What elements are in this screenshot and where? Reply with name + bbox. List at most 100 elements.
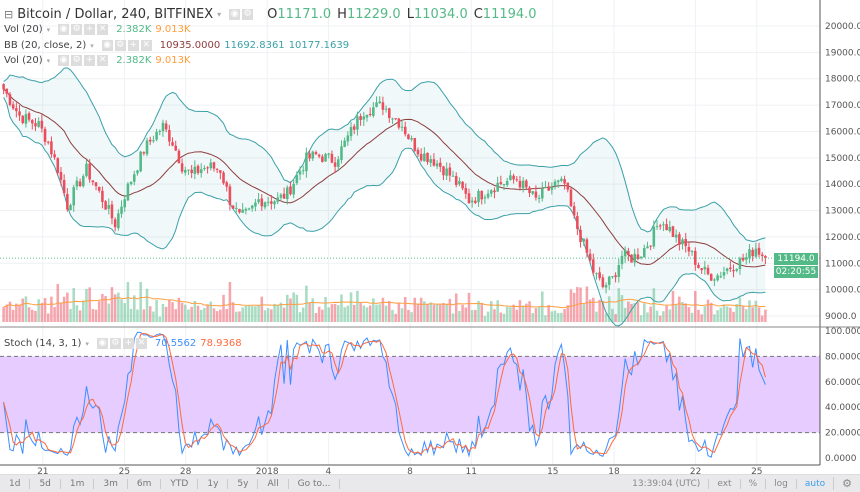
candle xyxy=(21,115,24,123)
candle xyxy=(333,162,337,167)
candle xyxy=(474,200,477,203)
chart-canvas[interactable]: 20000.0 19000.0 18000.0 17000.0 16000.0 15000… xyxy=(0,0,860,474)
plus-icon[interactable]: + xyxy=(122,338,134,349)
gear-icon[interactable]: ⚙ xyxy=(71,24,83,35)
range-button-6m[interactable]: 6m xyxy=(128,478,162,489)
range-button-5y[interactable]: 5y xyxy=(228,478,259,489)
volume-bar xyxy=(85,288,88,322)
volume-bar xyxy=(219,309,222,322)
range-button-ytd[interactable]: YTD xyxy=(161,478,199,489)
percent-toggle[interactable]: % xyxy=(739,478,766,489)
volume-bar xyxy=(607,296,611,322)
range-button-1m[interactable]: 1m xyxy=(61,478,95,489)
candle xyxy=(123,199,126,208)
eye-icon[interactable]: ◉ xyxy=(58,24,70,35)
candle xyxy=(50,141,53,155)
candle xyxy=(82,176,85,187)
volume-bar xyxy=(82,300,85,322)
volume-bar xyxy=(75,305,79,322)
volume-bar xyxy=(623,307,627,322)
gear-icon[interactable]: ⚙ xyxy=(242,9,254,20)
volume-bar xyxy=(356,290,359,322)
eye-icon[interactable]: ◉ xyxy=(96,338,108,349)
candle xyxy=(598,272,601,279)
eye-icon[interactable]: ◉ xyxy=(229,9,241,20)
eye-icon[interactable]: ◉ xyxy=(101,40,113,51)
volume-bar xyxy=(604,313,608,322)
volume-bar xyxy=(171,302,174,322)
auto-toggle[interactable]: auto xyxy=(795,478,833,489)
volume-bar xyxy=(490,301,493,322)
range-button-goto[interactable]: Go to... xyxy=(289,478,341,489)
candle xyxy=(588,253,592,261)
eye-icon[interactable]: ◉ xyxy=(58,55,70,66)
gear-icon[interactable]: ⚙ xyxy=(71,55,83,66)
volume-bar xyxy=(113,294,117,322)
close-icon[interactable]: ✕ xyxy=(97,24,109,35)
settings-gear-icon[interactable]: ⚙ xyxy=(833,477,860,490)
candle xyxy=(187,169,190,171)
volume-bar xyxy=(461,304,464,322)
candle xyxy=(53,154,56,158)
candle xyxy=(614,275,617,278)
volume-bar xyxy=(273,303,276,322)
candle xyxy=(678,234,681,245)
candle xyxy=(432,159,436,166)
candle xyxy=(222,172,225,184)
price-tick-label: 12000.0 xyxy=(825,233,860,243)
candle xyxy=(582,238,585,242)
volume-bar xyxy=(11,309,15,322)
plus-icon[interactable]: + xyxy=(127,40,139,51)
candle xyxy=(120,206,123,214)
volume-bar xyxy=(152,311,155,322)
range-button-5d[interactable]: 5d xyxy=(30,478,61,489)
candle xyxy=(611,276,614,278)
volume-bar xyxy=(547,305,550,322)
candle xyxy=(563,179,566,184)
candle xyxy=(732,270,735,272)
candle xyxy=(104,201,107,210)
volume-bar xyxy=(757,307,761,322)
close-icon[interactable]: ✕ xyxy=(97,55,109,66)
candle xyxy=(78,181,82,187)
candle xyxy=(681,239,684,245)
plus-icon[interactable]: + xyxy=(84,24,96,35)
candle xyxy=(152,140,155,142)
volume-bar xyxy=(493,309,496,322)
volume-bar xyxy=(161,303,165,322)
gear-icon[interactable]: ⚙ xyxy=(114,40,126,51)
price-tick-label: 10000.0 xyxy=(825,286,860,296)
volume-bar xyxy=(282,307,286,322)
gear-icon[interactable]: ⚙ xyxy=(109,338,121,349)
candle xyxy=(27,113,31,120)
volume-bar xyxy=(308,302,311,322)
volume-bar xyxy=(690,312,694,322)
range-button-all[interactable]: All xyxy=(258,478,289,489)
price-tick-label: 17000.0 xyxy=(825,101,860,111)
candle xyxy=(145,140,149,155)
candle xyxy=(349,127,353,137)
volume-bar xyxy=(177,297,181,322)
candle xyxy=(273,201,276,205)
log-toggle[interactable]: log xyxy=(765,478,796,489)
volume-bar xyxy=(260,296,264,322)
range-button-1y[interactable]: 1y xyxy=(198,478,229,489)
symbol-title[interactable]: Bitcoin / Dollar, 240, BITFINEX xyxy=(17,7,214,22)
close-icon[interactable]: ✕ xyxy=(135,338,147,349)
volume-bar xyxy=(697,309,700,322)
volume-bar xyxy=(110,287,114,322)
range-button-3m[interactable]: 3m xyxy=(94,478,128,489)
candle xyxy=(652,226,656,247)
volume-bar xyxy=(222,294,225,322)
candle xyxy=(690,251,694,253)
candle xyxy=(655,226,659,228)
ext-toggle[interactable]: ext xyxy=(708,478,739,489)
collapse-icon[interactable]: ⊟ xyxy=(4,8,14,21)
chevron-down-icon[interactable]: ▾ xyxy=(217,10,222,19)
candle xyxy=(499,182,503,185)
candle xyxy=(394,118,397,120)
range-button-1d[interactable]: 1d xyxy=(0,478,31,489)
plus-icon[interactable]: + xyxy=(84,55,96,66)
volume-bar xyxy=(298,312,302,322)
close-icon[interactable]: ✕ xyxy=(140,40,152,51)
